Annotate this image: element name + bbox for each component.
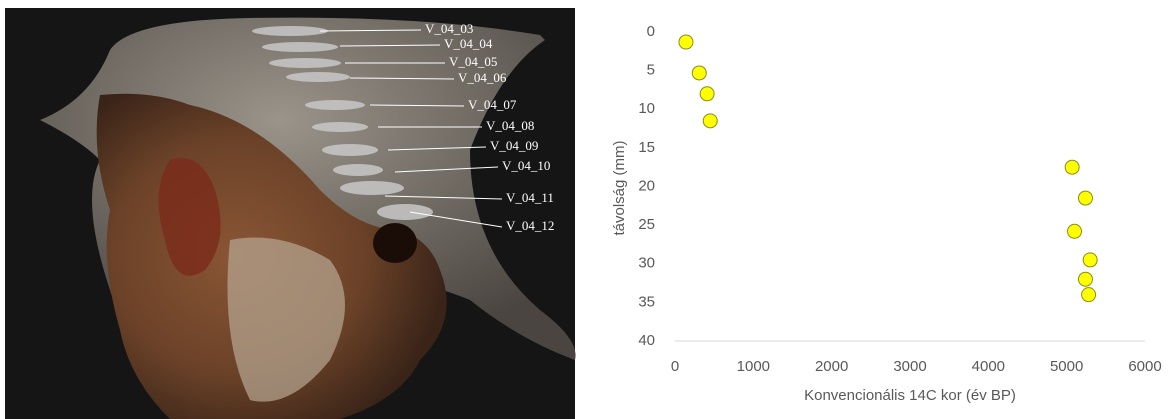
y-tick-label: 5 — [647, 62, 655, 79]
y-axis-title: távolság (mm) — [611, 140, 628, 235]
photo-label: V_04_05 — [449, 54, 497, 69]
leader-line — [409, 211, 503, 228]
point — [702, 113, 718, 129]
leader-line — [369, 104, 465, 107]
x-tick-label: 2000 — [815, 358, 848, 375]
y-tick-label: 20 — [638, 177, 655, 194]
y-tick-label: 40 — [638, 332, 655, 349]
point — [1082, 252, 1098, 268]
photo-label: V_04_07 — [468, 97, 517, 112]
photo-label: V_04_03 — [425, 21, 473, 36]
x-tick-label: 4000 — [972, 358, 1005, 375]
x-tick-label: 3000 — [893, 358, 926, 375]
y-tick-label: 30 — [638, 255, 655, 272]
leader-line — [349, 77, 455, 80]
y-tick-label: 15 — [638, 139, 655, 156]
y-tick-label: 25 — [638, 216, 655, 233]
x-tick-label: 1000 — [737, 358, 770, 375]
photo-label: V_04_09 — [490, 138, 538, 153]
leader-line — [387, 146, 487, 151]
point — [1077, 271, 1093, 287]
photo-label: V_04_10 — [502, 158, 550, 173]
x-tick-label: 5000 — [1050, 358, 1083, 375]
point — [1067, 223, 1082, 239]
point — [1077, 190, 1093, 206]
photo-label: V_04_06 — [458, 70, 507, 85]
y-tick-label: 35 — [638, 293, 655, 310]
leader-line — [384, 195, 503, 200]
photo-label: V_04_04 — [444, 36, 493, 51]
y-tick-label: 0 — [647, 23, 655, 40]
x-tick-label: 6000 — [1128, 358, 1161, 375]
photo-label: V_04_11 — [506, 190, 554, 205]
x-axis-title: Konvencionális 14C kor (év BP) — [804, 387, 1016, 404]
photo — [5, 8, 576, 419]
photo-label: V_04_08 — [486, 118, 534, 133]
photo-label: V_04_12 — [506, 218, 554, 233]
point — [1064, 159, 1080, 175]
leader-line — [339, 44, 441, 47]
leader-line — [319, 29, 422, 32]
leader-line — [394, 166, 499, 173]
x-tick-label: 0 — [671, 358, 679, 375]
point — [678, 34, 694, 50]
point — [1081, 287, 1097, 303]
y-tick-label: 10 — [638, 100, 655, 117]
point — [691, 65, 707, 81]
point — [699, 86, 715, 102]
